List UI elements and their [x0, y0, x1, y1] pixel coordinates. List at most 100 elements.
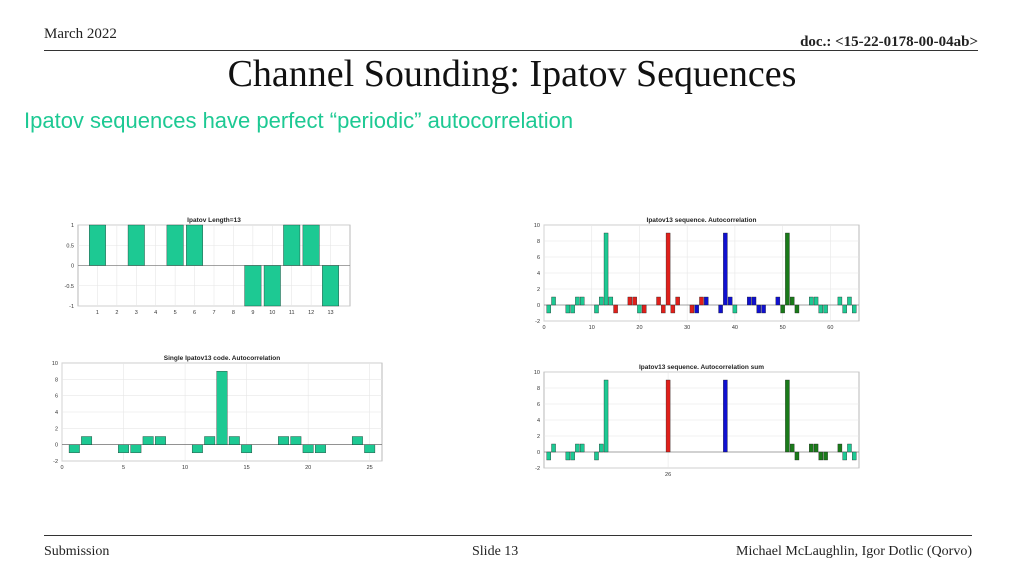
bar	[155, 436, 166, 445]
x-tick-label: 15	[244, 465, 250, 471]
x-tick-label: 13	[328, 310, 334, 316]
bar	[852, 304, 857, 314]
bar	[823, 451, 828, 461]
slide-title: Channel Sounding: Ipatov Sequences	[227, 53, 797, 95]
bar	[789, 443, 795, 453]
slide-subtitle: Ipatov sequences have perfect “periodic”…	[24, 108, 574, 133]
bar	[794, 451, 800, 461]
x-tick-label: 5	[174, 310, 177, 316]
bar	[727, 296, 733, 306]
bar	[665, 232, 671, 306]
bar	[842, 451, 847, 461]
bar	[599, 296, 604, 306]
bar	[130, 444, 142, 454]
bar	[809, 296, 814, 306]
bar	[88, 224, 106, 266]
bar	[594, 451, 599, 461]
bar	[570, 451, 575, 461]
bar	[785, 232, 790, 306]
bar	[142, 436, 154, 445]
bar	[579, 443, 585, 453]
y-tick-label: 0	[537, 303, 540, 309]
x-tick-label: 10	[269, 310, 275, 316]
x-tick-label: 12	[308, 310, 314, 316]
y-tick-label: 8	[55, 377, 58, 383]
footer-authors: Michael McLaughlin, Igor Dotlic (Qorvo)	[736, 544, 972, 559]
y-tick-label: 10	[52, 361, 58, 367]
y-tick-label: 0	[55, 443, 58, 449]
bar	[278, 436, 289, 445]
bar	[81, 436, 93, 445]
bar	[283, 224, 301, 266]
chart-sequence-autocorrelation: Ipatov13 sequence. Autocorrelation -2 0 2 4 6…	[522, 215, 867, 335]
bar	[751, 296, 757, 306]
bar	[732, 304, 738, 314]
header-doc-id: doc.: <15-22-0178-00-04ab>	[800, 34, 978, 50]
bar	[551, 443, 556, 453]
bar	[775, 296, 781, 306]
y-tick-label: 2	[537, 287, 540, 293]
bar	[263, 265, 281, 307]
bar	[632, 296, 637, 306]
y-tick-label: 6	[537, 255, 540, 261]
x-tick-label: 8	[232, 310, 235, 316]
y-tick-label: 0	[537, 450, 540, 456]
chart-ipatov-length-13: Ipatov Length=13 -1 -0.5 0 0.5 1 1 2 3 4 5 6 7 8 9 10 11…	[56, 215, 356, 320]
bar	[546, 451, 551, 461]
y-tick-label: -2	[535, 466, 540, 472]
bar	[302, 224, 320, 266]
y-tick-label: 10	[534, 223, 540, 229]
bar	[627, 296, 633, 306]
chart-single-autocorrelation: Single Ipatov13 code. Autocorrelation -2 0…	[40, 353, 390, 475]
bar	[780, 304, 785, 314]
bar	[570, 304, 575, 314]
x-tick-label: 50	[780, 325, 786, 331]
bar	[244, 265, 262, 307]
bar	[823, 304, 828, 314]
x-tick-label: 20	[636, 325, 642, 331]
x-tick-label: 5	[122, 465, 125, 471]
footer-divider	[44, 535, 972, 536]
bar	[694, 304, 699, 314]
bar	[166, 224, 184, 266]
bar	[818, 304, 824, 314]
bar	[228, 436, 240, 445]
bar	[794, 304, 800, 314]
bar	[613, 304, 618, 314]
y-tick-label: 6	[537, 402, 540, 408]
bar	[723, 232, 728, 306]
bar	[723, 379, 728, 453]
bar	[302, 444, 314, 454]
bar	[689, 304, 695, 314]
x-tick-label: 0	[542, 325, 545, 331]
x-tick-label: 10	[589, 325, 595, 331]
bar	[565, 451, 571, 461]
y-tick-label: 1	[71, 223, 74, 229]
y-tick-label: 2	[537, 434, 540, 440]
bar	[603, 379, 609, 453]
header-date: March 2022	[44, 26, 117, 42]
bar	[813, 443, 819, 453]
x-tick-label: 0	[60, 465, 63, 471]
bar	[813, 296, 819, 306]
bar	[852, 451, 857, 461]
bar	[290, 436, 302, 445]
y-tick-label: -2	[535, 319, 540, 325]
bar	[847, 296, 852, 306]
bar	[656, 296, 661, 306]
x-tick-label: 4	[154, 310, 157, 316]
bar	[847, 443, 852, 453]
header-divider	[44, 50, 978, 51]
x-tick-label: 7	[212, 310, 215, 316]
bar	[818, 451, 824, 461]
x-tick-label: 9	[251, 310, 254, 316]
y-tick-label: -0.5	[65, 284, 74, 290]
bar	[809, 443, 814, 453]
y-tick-label: 4	[537, 271, 540, 277]
bar	[675, 296, 680, 306]
x-tick-label: 10	[182, 465, 188, 471]
y-tick-label: 8	[537, 239, 540, 245]
bar	[364, 444, 376, 454]
bar	[351, 436, 363, 445]
bar	[718, 304, 723, 314]
